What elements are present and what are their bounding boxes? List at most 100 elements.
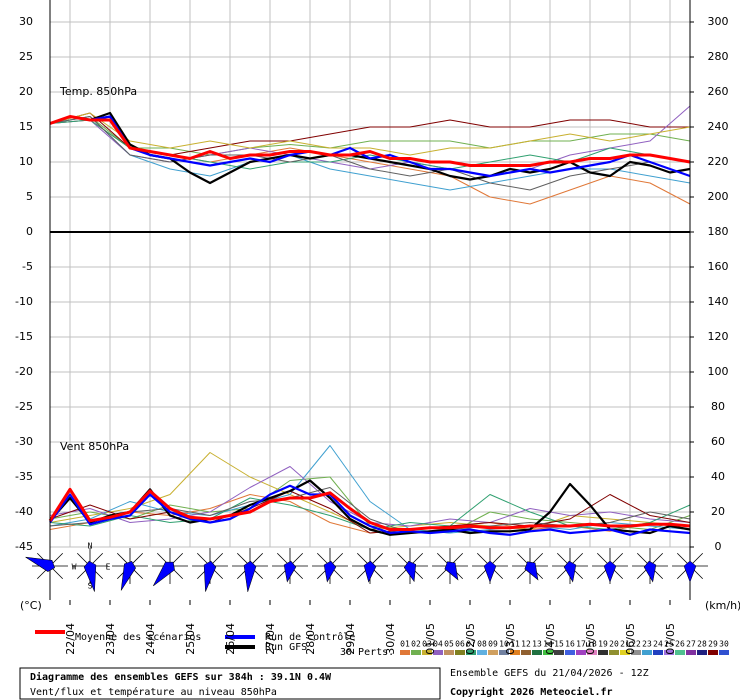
pert-legend-swatch [510, 650, 520, 655]
rose-petal [444, 561, 459, 581]
footer-run: Ensemble GEFS du 21/04/2026 - 12Z [450, 668, 649, 679]
y-tick-label: 5 [26, 190, 33, 203]
rose-petal [25, 556, 56, 572]
y2-tick-label: 180 [708, 225, 729, 238]
rose-petal [323, 560, 337, 583]
y-tick-label: 10 [19, 155, 33, 168]
rose-petal [283, 560, 297, 583]
pert-legend-swatch [521, 650, 531, 655]
compass-label: N [88, 542, 93, 551]
rose-petal [643, 560, 657, 583]
x-tick-label: 23/04 [104, 623, 117, 655]
pert-legend-swatch [642, 650, 652, 655]
perturbation-line [49, 116, 691, 156]
x-tick-label: 06/05 [624, 623, 637, 655]
pert-legend-swatch [455, 650, 465, 655]
pert-legend-label: 26 [675, 640, 685, 649]
legend-label: Run de contrôle [265, 631, 355, 643]
y2-tick-label: 120 [708, 330, 729, 343]
x-tick-label: 05/05 [584, 623, 597, 655]
y-tick-label: -45 [15, 540, 33, 553]
pert-legend-label: 23 [642, 640, 652, 649]
pert-legend-title: 30 Perts. [340, 647, 394, 658]
pert-legend-swatch [400, 650, 410, 655]
rose-petal [243, 560, 257, 592]
pert-legend-label: 24 [653, 640, 663, 649]
perturbation-line [49, 112, 691, 156]
pert-legend-label: 17 [576, 640, 586, 649]
pert-legend-label: 08 [477, 640, 487, 649]
pert-legend-swatch [532, 650, 542, 655]
pert-legend-label: 06 [455, 640, 465, 649]
pert-legend-swatch [664, 650, 674, 655]
pert-legend-label: 19 [598, 640, 608, 649]
y2-tick-label: 280 [708, 50, 729, 63]
x-tick-label: 22/04 [64, 623, 77, 655]
compass-label: S [88, 582, 93, 591]
pert-legend-label: 11 [510, 640, 520, 649]
y2-tick-label: 140 [708, 295, 729, 308]
x-tick-label: 29/04 [344, 623, 357, 655]
pert-legend-label: 09 [488, 640, 498, 649]
rose-petal [524, 561, 539, 581]
y-tick-label: -15 [15, 330, 33, 343]
pert-legend-label: 30 [719, 640, 729, 649]
series-line [49, 484, 691, 536]
rose-petal [363, 560, 377, 583]
pert-legend-swatch [422, 650, 432, 655]
legend-label: Moyenne des scénarios [75, 631, 201, 643]
y2-tick-label: 260 [708, 85, 729, 98]
pert-legend-label: 05 [444, 640, 454, 649]
panel-label: Vent 850hPa [60, 440, 129, 453]
pert-legend-label: 15 [554, 640, 564, 649]
pert-legend-swatch [565, 650, 575, 655]
x-tick-label: 26/04 [224, 623, 237, 655]
pert-legend-swatch [587, 650, 597, 655]
x-tick-label: 04/05 [544, 623, 557, 655]
y2-tick-label: 160 [708, 260, 729, 273]
pert-legend-label: 13 [532, 640, 542, 649]
rose-petal [403, 560, 417, 583]
y2-unit: (km/h) [705, 599, 740, 612]
pert-legend-swatch [675, 650, 685, 655]
rose-petal [83, 560, 97, 592]
pert-legend-label: 07 [466, 640, 476, 649]
y2-tick-label: 80 [711, 400, 725, 413]
rose-petal [483, 560, 497, 583]
pert-legend-swatch [444, 650, 454, 655]
pert-legend-swatch [598, 650, 608, 655]
y2-tick-label: 200 [708, 190, 729, 203]
x-tick-label: 01/05 [424, 623, 437, 655]
pert-legend-label: 21 [620, 640, 630, 649]
pert-legend-swatch [499, 650, 509, 655]
compass-label: W [72, 563, 77, 572]
pert-legend-swatch [653, 650, 663, 655]
series-line [49, 115, 691, 178]
pert-legend-label: 14 [543, 640, 553, 649]
x-tick-label: 02/05 [464, 623, 477, 655]
pert-legend-swatch [620, 650, 630, 655]
x-tick-label: 28/04 [304, 623, 317, 655]
y2-tick-label: 0 [715, 540, 722, 553]
pert-legend-swatch [631, 650, 641, 655]
y-tick-label: 15 [19, 120, 33, 133]
y-tick-label: -25 [15, 400, 33, 413]
y2-tick-label: 100 [708, 365, 729, 378]
panel-label: Temp. 850hPa [59, 85, 137, 98]
y-tick-label: -20 [15, 365, 33, 378]
series-line [49, 115, 691, 167]
y-tick-label: 20 [19, 85, 33, 98]
lines [48, 105, 691, 536]
y-tick-label: 30 [19, 15, 33, 28]
footer-box [19, 667, 441, 700]
pert-legend-label: 22 [631, 640, 641, 649]
y-tick-label: -35 [15, 470, 33, 483]
grid [50, 0, 690, 548]
rose-petal [203, 560, 217, 592]
y2-tick-label: 40 [711, 470, 725, 483]
pert-legend: 01 02 03 04 05 06 07 08 09 10 11 12 13 14 15 16 17 18 19 20… [400, 640, 729, 655]
pert-legend-label: 20 [609, 640, 619, 649]
wind-roses [25, 548, 708, 592]
pert-legend-swatch [609, 650, 619, 655]
rose-petal [683, 560, 697, 583]
